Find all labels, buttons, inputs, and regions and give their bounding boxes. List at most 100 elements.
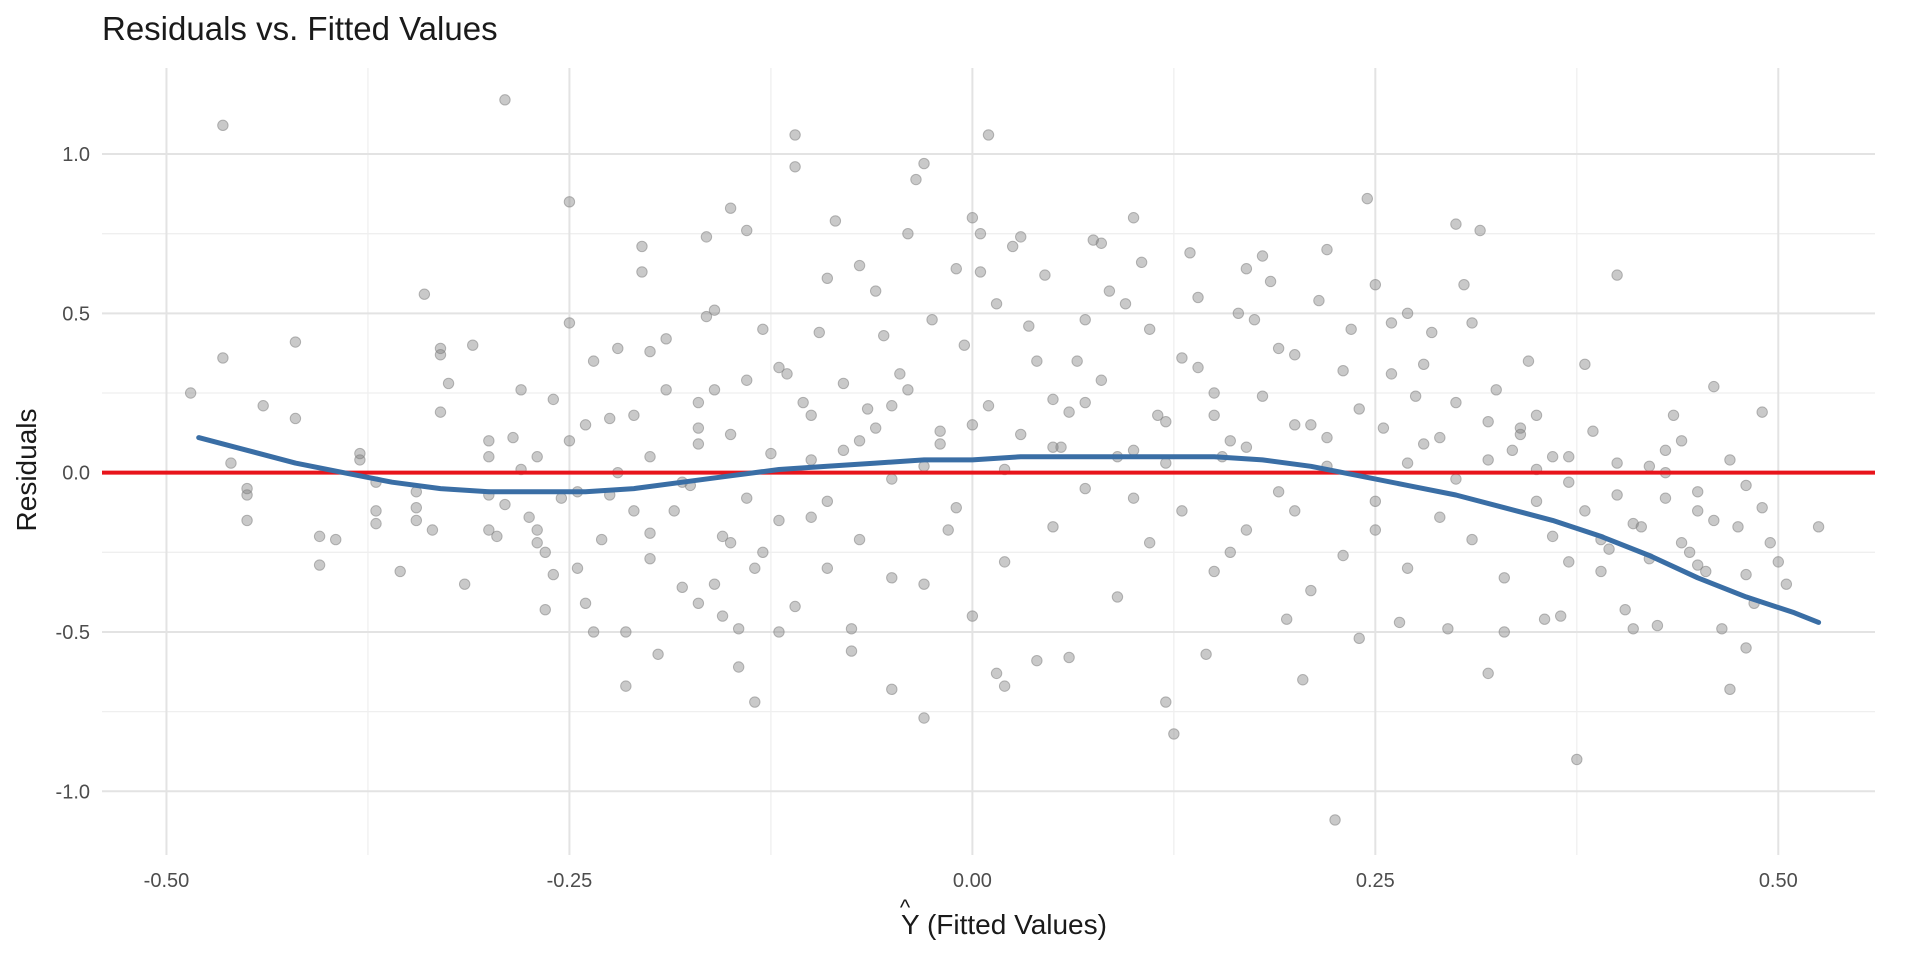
scatter-point <box>1514 422 1527 434</box>
scatter-point <box>539 546 551 559</box>
scatter-point <box>805 409 817 421</box>
scatter-point <box>652 648 664 660</box>
scatter-point <box>845 645 858 657</box>
scatter-point <box>1119 298 1132 310</box>
scatter-point <box>1498 626 1510 638</box>
scatter-point <box>1095 374 1108 386</box>
scatter-point <box>434 342 447 355</box>
scatter-point <box>660 333 672 345</box>
scatter-point <box>1611 489 1623 501</box>
scatter-point <box>1482 667 1494 680</box>
scatter-point <box>1160 696 1172 708</box>
scatter-point <box>217 352 229 364</box>
scatter-point <box>813 326 825 339</box>
scatter-point <box>918 712 930 724</box>
scatter-point <box>934 438 946 450</box>
scatter-point <box>547 393 560 406</box>
scatter-point <box>1450 396 1462 409</box>
scatter-point <box>1127 492 1140 504</box>
scatter-point <box>1692 486 1704 498</box>
scatter-point <box>1160 457 1172 469</box>
scatter-point <box>354 447 366 460</box>
scatter-point <box>620 680 632 692</box>
scatter-point <box>789 600 801 613</box>
scatter-point <box>1708 514 1720 527</box>
scatter-point <box>1272 486 1285 498</box>
scatter-point <box>1579 505 1591 517</box>
scatter-point <box>1466 317 1478 329</box>
scatter-point <box>354 454 366 466</box>
scatter-point <box>1047 441 1059 453</box>
scatter-point <box>757 546 769 559</box>
scatter-point <box>708 384 721 396</box>
scatter-point <box>853 259 866 272</box>
scatter-point <box>1603 543 1615 555</box>
scatter-point <box>1474 224 1486 237</box>
scatter-point <box>1724 454 1736 466</box>
scatter-point <box>1071 355 1083 367</box>
x-tick-label: -0.25 <box>547 870 593 892</box>
scatter-point <box>1079 314 1091 326</box>
scatter-point <box>1047 521 1059 533</box>
scatter-point <box>289 412 302 425</box>
scatter-point <box>773 626 785 638</box>
scatter-point <box>861 403 874 415</box>
y-tick-label: 0.5 <box>62 303 90 325</box>
scatter-point <box>1192 361 1204 374</box>
scatter-point <box>1692 559 1704 571</box>
scatter-point <box>1345 323 1357 335</box>
scatter-point <box>458 578 471 590</box>
scatter-point <box>821 272 834 284</box>
scatter-point <box>1563 451 1575 463</box>
scatter-point <box>1176 505 1188 517</box>
scatter-point <box>732 661 745 673</box>
scatter-point <box>886 473 898 485</box>
scatter-point <box>644 527 656 539</box>
y-tick-label: -0.5 <box>56 622 90 644</box>
scatter-point <box>837 444 850 457</box>
scatter-point <box>313 530 326 543</box>
scatter-point <box>1143 537 1156 549</box>
scatter-point <box>1740 642 1752 654</box>
scatter-point <box>998 556 1011 568</box>
scatter-point <box>644 451 656 463</box>
scatter-point <box>1708 380 1720 393</box>
scatter-point <box>1409 390 1422 402</box>
scatter-point <box>660 384 672 396</box>
scatter-point <box>668 505 680 517</box>
scatter-point <box>579 419 592 431</box>
scatter-point <box>1135 256 1148 269</box>
scatter-point <box>1442 623 1454 635</box>
scatter-point <box>571 562 584 574</box>
scatter-point <box>1619 603 1631 616</box>
scatter-point <box>1224 435 1236 447</box>
scatter-point <box>998 680 1011 692</box>
scatter-point <box>918 157 930 170</box>
scatter-point <box>950 263 962 275</box>
x-tick-label: -0.50 <box>144 870 190 892</box>
scatter-point <box>1248 314 1261 326</box>
scatter-point <box>1732 521 1744 533</box>
scatter-point <box>821 495 834 508</box>
scatter-point <box>797 396 809 409</box>
scatter-point <box>982 129 995 141</box>
scatter-point <box>1337 364 1349 377</box>
scatter-point <box>1611 457 1623 469</box>
scatter-point <box>1417 438 1430 450</box>
scatter-point <box>1579 358 1591 371</box>
scatter-point <box>1313 294 1325 307</box>
scatter-point <box>1643 460 1656 472</box>
scatter-point <box>821 562 834 574</box>
scatter-point <box>636 240 648 253</box>
scatter-point <box>886 683 898 696</box>
scatter-point <box>1280 613 1293 625</box>
scatter-point <box>1232 307 1245 320</box>
scatter-point <box>773 361 785 374</box>
scatter-point <box>934 425 946 437</box>
scatter-point <box>1401 562 1414 574</box>
scatter-point <box>434 406 447 418</box>
scatter-point <box>1127 212 1140 224</box>
scatter-point <box>1289 505 1301 517</box>
scatter-point <box>716 530 729 543</box>
scatter-point <box>1353 403 1365 415</box>
